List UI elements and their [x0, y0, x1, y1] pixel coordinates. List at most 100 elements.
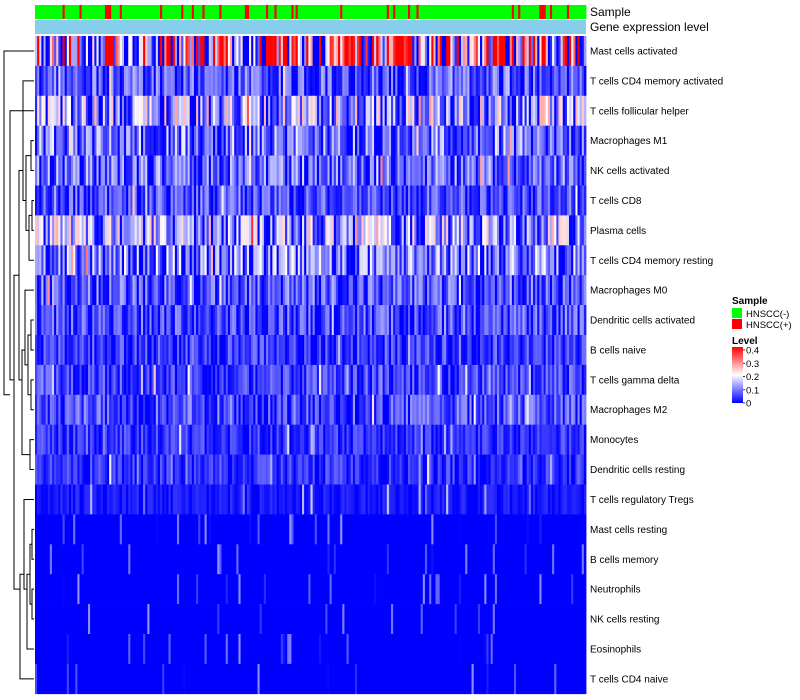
heatmap-cell	[581, 305, 585, 336]
heatmap-cell	[543, 125, 547, 156]
heatmap-cell	[293, 185, 297, 216]
heatmap-cell	[386, 36, 390, 67]
heatmap-row	[35, 454, 587, 485]
heatmap-cell	[132, 335, 135, 366]
heatmap-cell	[424, 185, 428, 216]
heatmap-cell	[37, 125, 40, 156]
heatmap-cell	[552, 305, 555, 336]
heatmap-cell	[236, 364, 239, 396]
heatmap-cell	[132, 245, 135, 276]
heatmap-cell	[238, 305, 241, 336]
heatmap-cell	[308, 484, 311, 515]
heatmap-cell	[102, 394, 106, 425]
heatmap-cell	[367, 245, 371, 276]
sample-annotation-cell	[503, 5, 506, 19]
heatmap-cell	[427, 185, 430, 216]
heatmap-cell	[314, 245, 318, 276]
heatmap-cell	[335, 95, 339, 126]
heatmap-cell	[115, 125, 119, 156]
heatmap-cell	[465, 514, 468, 545]
heatmap-cell	[507, 65, 511, 97]
heatmap-cell	[439, 394, 443, 425]
sample-annotation-cell	[429, 5, 432, 19]
heatmap-cell	[350, 514, 354, 545]
heatmap-cell	[507, 305, 511, 336]
heatmap-cell	[210, 424, 214, 455]
heatmap-cell	[350, 275, 354, 306]
heatmap-cell	[293, 305, 297, 336]
heatmap-cell	[357, 125, 360, 156]
heatmap-cell	[98, 484, 102, 515]
heatmap-cell	[51, 544, 55, 575]
heatmap-cell	[151, 155, 155, 186]
heatmap-cell	[541, 215, 545, 246]
heatmap-cell	[172, 155, 176, 186]
heatmap-cell	[520, 155, 523, 186]
sample-annotation-cell	[299, 5, 303, 19]
heatmap-cell	[261, 185, 265, 216]
heatmap-cell	[268, 305, 271, 336]
heatmap-cell	[562, 36, 566, 67]
heatmap-cell	[60, 275, 63, 306]
heatmap-cell	[454, 95, 458, 126]
heatmap-cell	[138, 125, 142, 156]
gene-expression-annotation-bar	[35, 20, 586, 34]
heatmap-cell	[433, 394, 436, 425]
heatmap-cell	[571, 65, 574, 97]
heatmap-cell	[573, 364, 576, 396]
heatmap-cell	[401, 394, 405, 425]
heatmap-cell	[153, 364, 157, 396]
heatmap-cell	[102, 305, 106, 336]
heatmap-cell	[583, 245, 587, 276]
heatmap-cell	[87, 155, 91, 186]
heatmap-cell	[357, 484, 360, 515]
heatmap-cell	[39, 544, 42, 575]
heatmap-cell	[60, 36, 63, 67]
sample-annotation-cell	[410, 5, 413, 19]
heatmap-cell	[111, 394, 114, 425]
heatmap-cell	[196, 36, 199, 67]
heatmap-cell	[416, 245, 419, 276]
heatmap-cell	[87, 364, 91, 396]
heatmap-cell	[579, 185, 583, 216]
heatmap-cell	[183, 275, 186, 306]
heatmap-cell	[287, 454, 290, 485]
heatmap-cell	[473, 36, 477, 67]
heatmap-cell	[68, 544, 72, 575]
heatmap-cell	[126, 125, 129, 156]
heatmap-cell	[96, 514, 99, 545]
heatmap-cell	[454, 335, 458, 366]
heatmap-cell	[471, 424, 475, 455]
heatmap-cell	[537, 424, 540, 455]
heatmap-cell	[583, 305, 587, 336]
heatmap-cell	[437, 245, 441, 276]
heatmap-cell	[384, 364, 388, 396]
heatmap-cell	[54, 245, 57, 276]
heatmap-cell	[73, 454, 76, 485]
heatmap-cell	[556, 215, 559, 246]
heatmap-cell	[325, 544, 328, 575]
sample-annotation-cell	[198, 5, 201, 19]
heatmap-cell	[115, 245, 119, 276]
heatmap-cell	[549, 394, 553, 425]
heatmap-cell	[503, 155, 506, 186]
heatmap-cell	[263, 454, 267, 485]
heatmap-cell	[471, 454, 475, 485]
heatmap-cell	[431, 424, 434, 455]
heatmap-cell	[100, 364, 104, 396]
heatmap-cell	[537, 514, 540, 545]
heatmap-cell	[399, 275, 403, 306]
heatmap-cell	[81, 544, 85, 575]
heatmap-cell	[397, 305, 400, 336]
heatmap-cell	[556, 65, 559, 97]
heatmap-cell	[564, 484, 568, 515]
heatmap-cell	[518, 155, 521, 186]
heatmap-cell	[566, 364, 570, 396]
heatmap-cell	[225, 305, 229, 336]
heatmap-cell	[494, 514, 498, 545]
heatmap-cell	[386, 95, 390, 126]
heatmap-cell	[352, 424, 356, 455]
heatmap-cell	[35, 454, 38, 485]
heatmap-cell	[41, 275, 44, 306]
heatmap-cell	[507, 245, 511, 276]
